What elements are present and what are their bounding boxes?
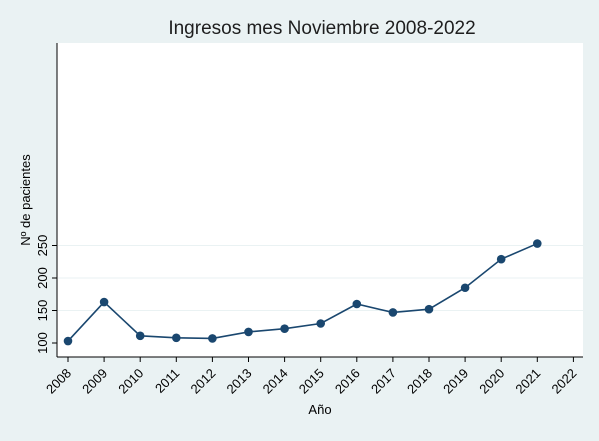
data-point bbox=[460, 283, 470, 293]
x-tick-label: 2009 bbox=[79, 366, 110, 397]
chart-title: Ingresos mes Noviembre 2008-2022 bbox=[168, 18, 475, 39]
x-tick-label: 2022 bbox=[548, 366, 579, 397]
x-tick-label: 2012 bbox=[187, 366, 218, 397]
y-tick-label: 250 bbox=[35, 235, 50, 257]
x-tick-label: 2016 bbox=[332, 366, 363, 397]
y-tick-label: 200 bbox=[35, 267, 50, 289]
data-point bbox=[280, 324, 289, 334]
data-point bbox=[99, 297, 109, 307]
grid-lines bbox=[58, 245, 583, 311]
x-tick-label: 2011 bbox=[152, 366, 182, 396]
y-tick-label: 150 bbox=[35, 300, 50, 322]
data-point bbox=[63, 336, 73, 346]
data-point bbox=[388, 308, 398, 317]
y-axis-ticks: 100 150 200 250 bbox=[35, 235, 57, 354]
data-point bbox=[244, 327, 253, 337]
x-tick-label: 2018 bbox=[404, 366, 435, 397]
x-axis-ticks: 2008 2009 2010 2011 2012 2013 2014 2015 2016 2017… bbox=[43, 357, 580, 397]
x-tick-label: 2021 bbox=[512, 366, 543, 397]
data-point bbox=[316, 319, 326, 328]
data-point bbox=[424, 304, 434, 314]
x-tick-label: 2015 bbox=[296, 366, 327, 397]
data-point bbox=[533, 239, 542, 248]
series-line bbox=[67, 242, 538, 342]
data-point bbox=[135, 331, 145, 341]
x-tick-label: 2014 bbox=[260, 366, 291, 397]
x-tick-label: 2008 bbox=[43, 366, 74, 397]
x-tick-label: 2020 bbox=[476, 366, 507, 397]
data-point bbox=[172, 333, 181, 343]
data-point bbox=[208, 334, 217, 343]
plot-area bbox=[57, 43, 583, 357]
x-axis-label: Año bbox=[308, 402, 331, 417]
y-tick-label: 100 bbox=[35, 332, 50, 354]
data-point bbox=[496, 254, 506, 264]
data-point bbox=[352, 299, 362, 309]
series-ingresos bbox=[63, 239, 542, 346]
x-tick-label: 2010 bbox=[115, 366, 146, 397]
x-tick-label: 2017 bbox=[368, 366, 399, 397]
x-tick-label: 2013 bbox=[224, 366, 255, 397]
y-axis-label: Nº de pacientes bbox=[18, 154, 33, 246]
x-tick-label: 2019 bbox=[440, 366, 471, 397]
